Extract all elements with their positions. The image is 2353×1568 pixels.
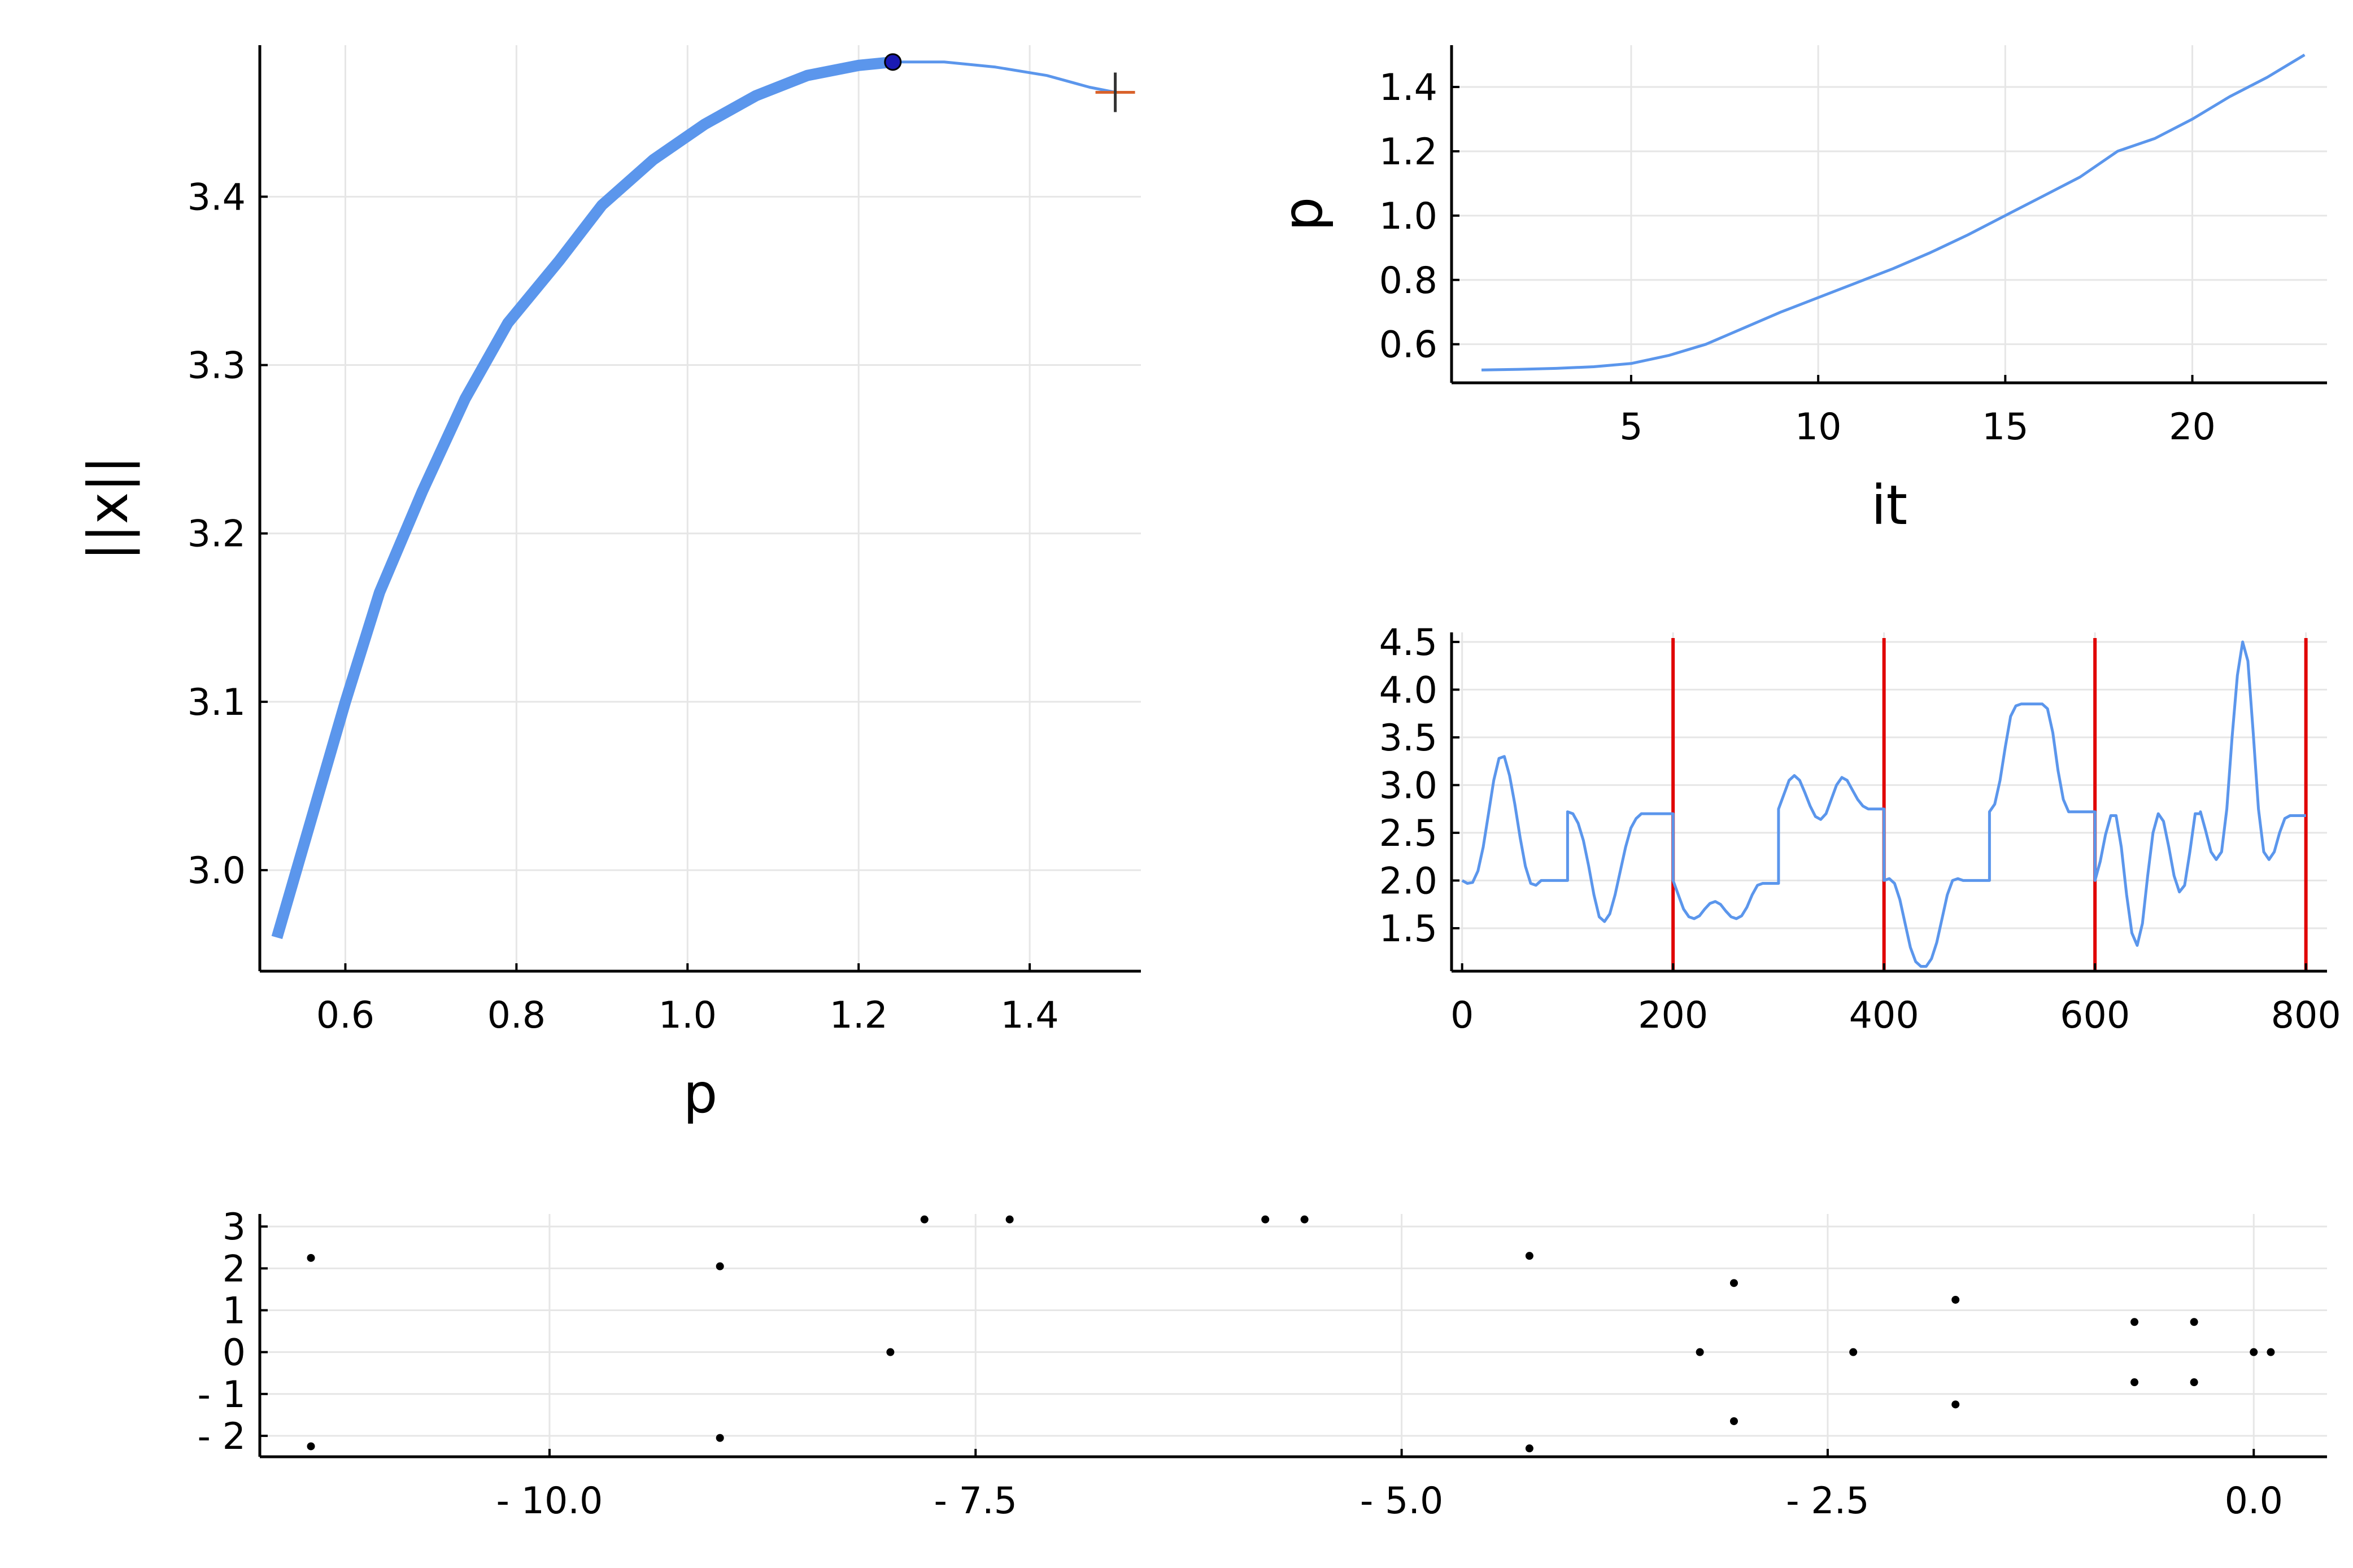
y-tick-label: 3.0 (1379, 765, 1437, 807)
scatter-point (2267, 1348, 2275, 1356)
y-tick-label: 4.5 (1379, 622, 1437, 664)
y-tick-label: - 1 (198, 1374, 246, 1416)
scatter-point (307, 1442, 315, 1451)
y-tick-label: 2.5 (1379, 813, 1437, 855)
x-tick-label: 20 (2169, 406, 2216, 448)
series-line (892, 60, 1116, 94)
scatter-point (1300, 1215, 1309, 1224)
x-axis-label: it (1871, 474, 1907, 537)
y-tick-label: 1 (223, 1290, 246, 1333)
y-tick-label: 1.5 (1379, 908, 1437, 950)
scatter-point (716, 1262, 724, 1270)
parameter-history-panel: 5 10 15 20 0.6 0.8 1.0 1.2 1.4 it p (1271, 45, 2327, 537)
x-tick-label: 0.0 (2225, 1480, 2283, 1522)
x-tick-label: - 2.5 (1786, 1480, 1870, 1522)
y-tick-label: 3.2 (188, 513, 246, 556)
series-line (1481, 53, 2306, 372)
y-tick-label: 0.6 (1379, 324, 1437, 366)
scatter-point (2190, 1378, 2198, 1387)
y-axis-label: p (1271, 197, 1335, 232)
y-tick-label: 3.0 (188, 850, 246, 892)
x-tick-label: 1.2 (830, 994, 888, 1037)
series-line (1461, 640, 2306, 968)
scatter-point (1261, 1215, 1270, 1224)
x-tick-label: 800 (2271, 994, 2341, 1037)
solution-profile-panel: 0 200 400 600 800 1.5 2.0 2.5 3.0 3.5 4.0 4.5 (1379, 622, 2341, 1037)
x-tick-label: 0.6 (316, 994, 374, 1037)
x-tick-label: 10 (1795, 406, 1842, 448)
current-point-marker (884, 53, 902, 71)
y-tick-label: 1.0 (1379, 195, 1437, 238)
y-tick-label: 2 (223, 1248, 246, 1290)
scatter-point (1729, 1279, 1738, 1287)
x-axis-label: p (683, 1062, 718, 1125)
scatter-point (1849, 1348, 1858, 1356)
series-line (271, 56, 894, 940)
scatter-point (1525, 1444, 1533, 1453)
scatter-point (2130, 1318, 2139, 1326)
x-tick-label: 1.4 (1000, 994, 1058, 1037)
x-tick-label: 0.8 (487, 994, 546, 1037)
scatter-point (1525, 1252, 1533, 1260)
continuation-panel: 0.6 0.8 1.0 1.2 1.4 3.0 3.1 3.2 3.3 3.4 p ||x|| (77, 45, 1141, 1125)
x-tick-label: - 5.0 (1360, 1480, 1444, 1522)
x-tick-label: 200 (1638, 994, 1708, 1037)
y-tick-label: 3.5 (1379, 717, 1437, 759)
scatter-point (1951, 1400, 1960, 1409)
scatter-point (920, 1215, 929, 1224)
scatter-point (716, 1434, 724, 1442)
y-tick-label: 1.4 (1379, 67, 1437, 109)
y-tick-label: 3.3 (188, 345, 246, 387)
scatter-point (307, 1253, 315, 1262)
y-tick-label: 3.1 (188, 682, 246, 724)
y-tick-label: 3.4 (188, 176, 246, 219)
x-tick-label: 400 (1849, 994, 1919, 1037)
scatter-point (1696, 1348, 1704, 1356)
scatter-point (1951, 1295, 1960, 1304)
y-tick-label: 1.2 (1379, 131, 1437, 173)
scatter-point (1729, 1417, 1738, 1425)
x-tick-label: 15 (1982, 406, 2029, 448)
y-tick-label: 2.0 (1379, 860, 1437, 902)
x-tick-label: 600 (2060, 994, 2130, 1037)
y-tick-label: 3 (223, 1206, 246, 1248)
y-axis-label: ||x|| (77, 456, 141, 561)
x-tick-label: - 10.0 (496, 1480, 603, 1522)
scatter-point (2130, 1378, 2139, 1387)
y-tick-label: 0 (223, 1332, 246, 1374)
y-tick-label: 0.8 (1379, 260, 1437, 302)
scatter-point (2250, 1348, 2258, 1356)
x-tick-label: 1.0 (659, 994, 717, 1037)
x-tick-label: 0 (1450, 994, 1474, 1037)
y-tick-label: 4.0 (1379, 669, 1437, 711)
scatter-point (886, 1348, 895, 1356)
y-tick-label: - 2 (198, 1416, 246, 1458)
scatter-point (1005, 1215, 1014, 1224)
x-tick-label: 5 (1619, 406, 1642, 448)
x-tick-label: - 7.5 (934, 1480, 1018, 1522)
scatter-point (2190, 1318, 2198, 1326)
